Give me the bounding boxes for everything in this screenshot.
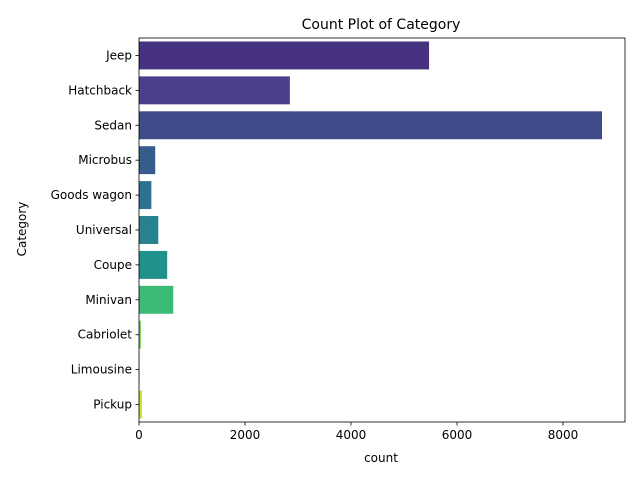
x-tick-label: 0 xyxy=(135,428,143,442)
bar-goods-wagon xyxy=(139,181,152,210)
y-tick-label: Jeep xyxy=(105,48,132,62)
y-tick-label: Pickup xyxy=(93,398,132,412)
y-axis-label: Category xyxy=(15,202,29,257)
bar-pickup xyxy=(139,390,142,419)
bar-hatchback xyxy=(139,76,290,105)
y-tick-label: Coupe xyxy=(94,258,132,272)
plot-frame xyxy=(138,37,626,423)
bar-microbus xyxy=(139,146,156,175)
bar-universal xyxy=(139,216,159,244)
y-tick-label: Cabriolet xyxy=(78,328,133,342)
x-tick-label: 6000 xyxy=(442,428,473,442)
y-tick-label: Goods wagon xyxy=(51,188,132,202)
y-axis-ticks: Jeep Hatchback Sedan Microbus Goods wagon Uni… xyxy=(51,48,139,412)
x-tick-label: 4000 xyxy=(336,428,367,442)
y-tick-label: Microbus xyxy=(78,153,132,167)
y-tick-label: Universal xyxy=(76,223,132,237)
y-tick-label: Minivan xyxy=(85,293,132,307)
x-tick-label: 2000 xyxy=(230,428,261,442)
bars-group xyxy=(139,41,602,419)
x-tick-label: 8000 xyxy=(548,428,579,442)
bar-minivan xyxy=(139,285,174,314)
y-tick-label: Limousine xyxy=(71,363,132,377)
x-axis-label: count xyxy=(364,451,398,465)
chart-title: Count Plot of Category xyxy=(302,17,461,33)
x-axis-ticks: 0 2000 4000 6000 8000 xyxy=(135,422,578,442)
y-tick-label: Hatchback xyxy=(68,83,132,97)
y-tick-label: Sedan xyxy=(94,118,132,132)
bar-cabriolet xyxy=(139,320,141,349)
bar-coupe xyxy=(139,250,168,279)
bar-jeep xyxy=(139,41,430,70)
bar-sedan xyxy=(139,111,602,140)
